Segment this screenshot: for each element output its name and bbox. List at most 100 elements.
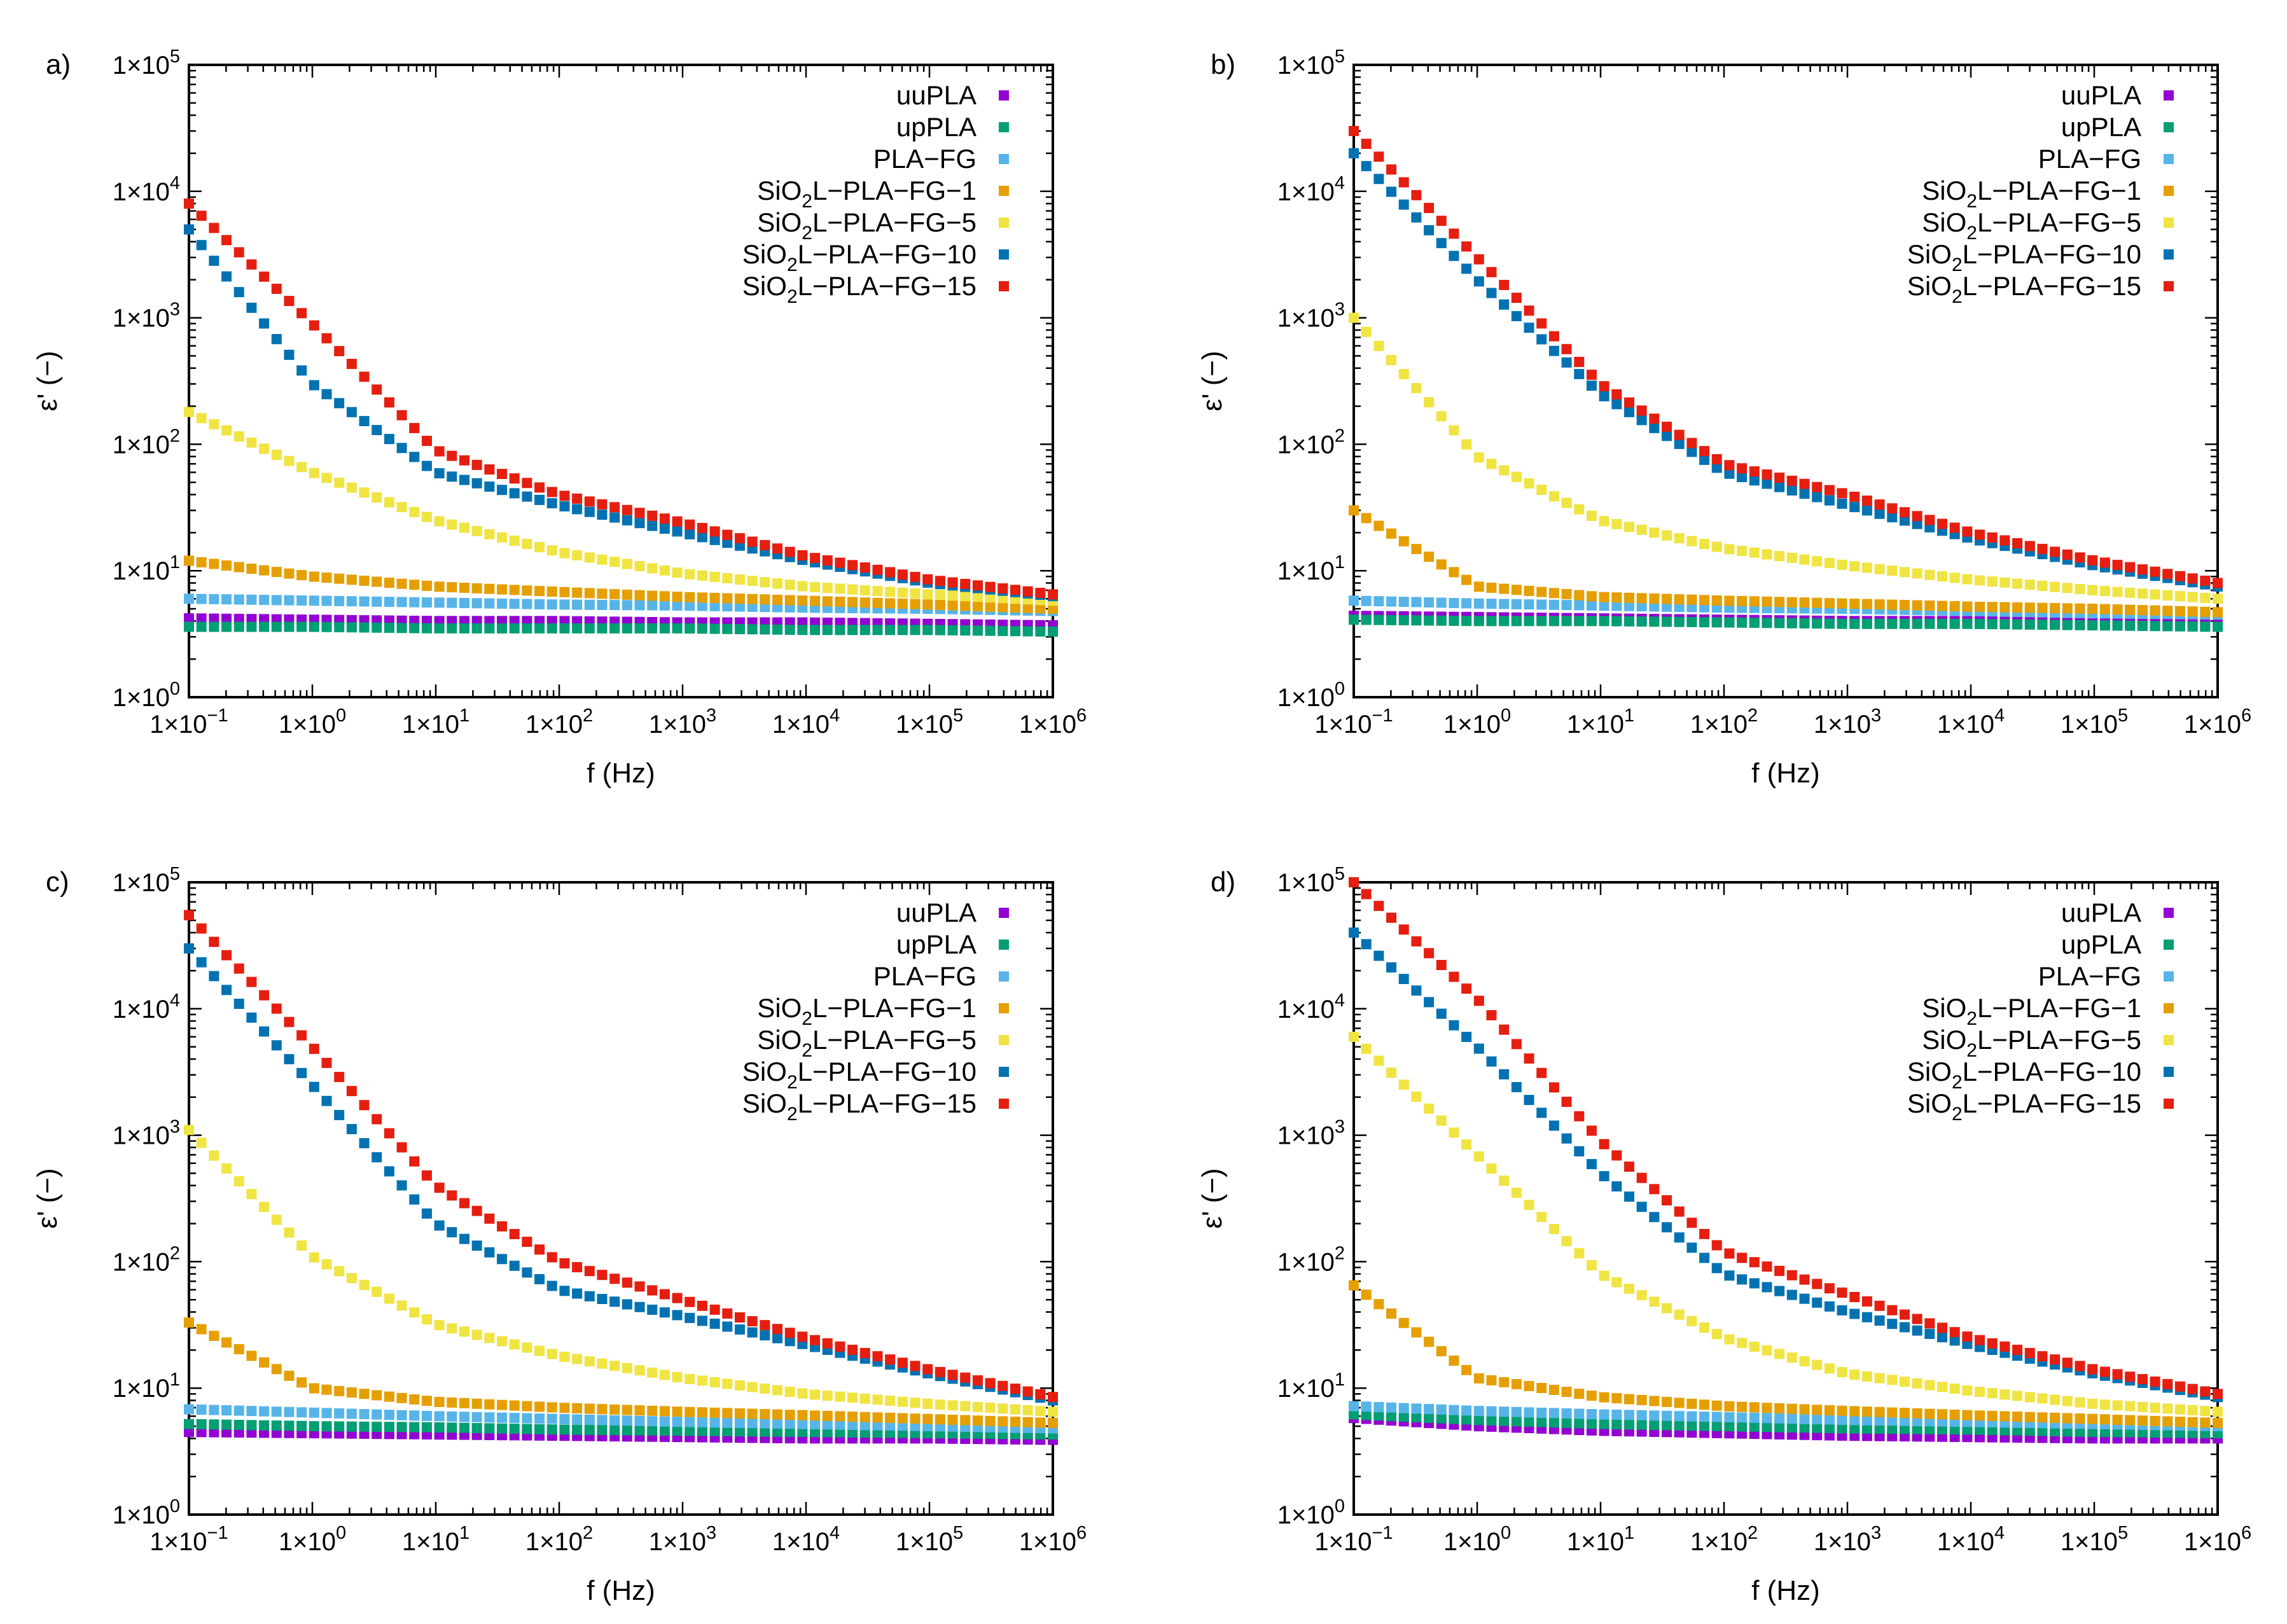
data-point <box>2024 619 2035 630</box>
data-point <box>1424 1103 1435 1114</box>
data-point <box>1449 1413 1459 1424</box>
data-point <box>584 552 595 563</box>
data-point <box>1786 1352 1797 1363</box>
legend-label: SiO2L−PLA−FG−15 <box>742 1088 977 1125</box>
data-point <box>321 621 332 632</box>
data-point <box>1524 616 1534 627</box>
data-point <box>296 1030 307 1041</box>
data-point <box>2174 1404 2185 1415</box>
data-point <box>2087 1413 2098 1424</box>
data-point <box>1473 598 1484 609</box>
data-point <box>246 1420 257 1431</box>
data-point <box>534 623 545 634</box>
data-point <box>2075 584 2085 595</box>
x-tick-label-mantissa: 1×10 <box>1690 1528 1748 1556</box>
data-point <box>2037 1393 2048 1404</box>
data-point <box>1461 1405 1472 1416</box>
data-point <box>409 1422 420 1433</box>
data-point <box>284 296 295 307</box>
data-point <box>471 583 482 593</box>
data-point <box>697 600 707 611</box>
data-point <box>1486 1163 1497 1174</box>
x-axis-label: f (Hz) <box>587 758 655 789</box>
data-point <box>1599 1139 1609 1149</box>
data-point <box>1524 478 1534 489</box>
data-point <box>484 1333 495 1343</box>
data-point <box>2125 587 2136 598</box>
data-point <box>1674 1232 1685 1243</box>
data-point <box>1611 518 1622 529</box>
data-point <box>947 1414 958 1425</box>
data-point <box>346 596 357 607</box>
data-point <box>1824 1301 1835 1312</box>
data-point <box>1398 199 1409 210</box>
data-point <box>1837 1423 1847 1434</box>
data-point <box>421 436 432 447</box>
data-point <box>572 1288 583 1299</box>
data-point <box>1486 1010 1497 1020</box>
data-point <box>709 1377 720 1387</box>
data-point <box>1824 1363 1835 1374</box>
data-point <box>384 597 394 607</box>
data-point <box>1649 601 1660 612</box>
data-point <box>1874 508 1885 519</box>
data-point <box>584 1424 595 1435</box>
data-point <box>734 574 745 585</box>
data-point <box>734 1408 745 1419</box>
data-point <box>1461 1139 1472 1150</box>
data-point <box>1449 1405 1459 1415</box>
data-point <box>209 1427 219 1438</box>
data-point <box>1486 1406 1497 1417</box>
data-point <box>2150 1376 2160 1387</box>
data-point <box>459 522 469 533</box>
data-point <box>421 1422 432 1433</box>
data-point <box>1424 1404 1435 1415</box>
data-point <box>1473 452 1484 463</box>
x-tick-label-exponent: 4 <box>1994 705 2005 726</box>
data-point <box>784 1336 795 1347</box>
panel-b: 1×10−1 1×100 1×101 1×102 1×103 1×104 1×105 1×10… <box>1197 46 2251 789</box>
data-point <box>284 1054 295 1065</box>
data-point <box>572 587 583 598</box>
data-point <box>1887 503 1898 514</box>
data-point <box>1812 597 1823 608</box>
data-point <box>1737 595 1748 606</box>
legend-label: SiO2L−PLA−FG−1 <box>757 993 977 1029</box>
data-point <box>2012 538 2023 548</box>
x-tick-label-exponent: 3 <box>706 705 716 726</box>
legend-label: upPLA <box>896 112 977 142</box>
data-point <box>346 359 357 370</box>
data-point <box>1473 276 1484 287</box>
data-point <box>609 589 620 600</box>
data-point <box>784 1410 795 1420</box>
data-point <box>722 529 733 540</box>
data-point <box>597 510 608 520</box>
data-point <box>572 504 583 515</box>
data-point <box>1461 574 1472 585</box>
data-point <box>1035 588 1046 599</box>
data-point <box>1837 598 1847 609</box>
data-point <box>259 443 270 454</box>
data-point <box>572 1262 583 1273</box>
data-point <box>1975 575 1985 586</box>
data-point <box>685 623 695 634</box>
data-point <box>434 581 445 592</box>
x-tick-label-exponent: −1 <box>207 1523 228 1543</box>
data-point <box>1349 877 1359 887</box>
data-point <box>609 1296 620 1307</box>
x-tick-label: 1×10−1 <box>1314 1523 1393 1556</box>
data-point <box>1411 1412 1422 1422</box>
y-tick-label-exponent: 1 <box>1335 552 1345 573</box>
data-point <box>597 1294 608 1305</box>
data-point <box>597 588 608 599</box>
x-tick-label-mantissa: 1×10 <box>1314 1528 1372 1556</box>
data-point <box>1361 595 1372 606</box>
data-point <box>1686 438 1697 448</box>
data-point <box>1499 583 1510 594</box>
x-tick-label-mantissa: 1×10 <box>649 711 706 739</box>
data-point <box>1912 618 1922 629</box>
data-point <box>1361 161 1372 172</box>
data-point <box>1511 471 1522 482</box>
data-point <box>947 1400 958 1411</box>
data-point <box>409 1156 420 1167</box>
